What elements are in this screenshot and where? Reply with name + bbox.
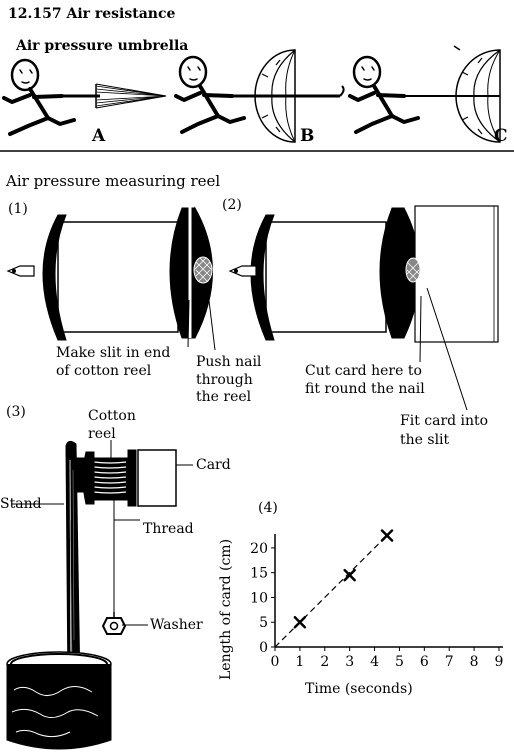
runner-figure-c — [348, 55, 420, 134]
step3-leaders — [12, 440, 193, 626]
label-cotton-line1: Cotton — [88, 408, 136, 424]
data-point-marker — [293, 615, 307, 629]
x-tick-label: 5 — [395, 654, 404, 670]
stand-apparatus — [6, 440, 112, 750]
panel-label-b: B — [300, 126, 315, 146]
y-tick-label: 10 — [250, 590, 268, 606]
x-tick-label: 3 — [345, 654, 354, 670]
label-slit-line2: of cotton reel — [56, 363, 152, 379]
x-tick-label: 7 — [445, 654, 454, 670]
step2-number: (2) — [222, 197, 242, 213]
label-fit-line1: Fit card into — [400, 413, 489, 429]
step3-number: (3) — [6, 404, 26, 420]
runner-figure-a — [2, 58, 76, 136]
trend-line — [274, 535, 388, 648]
panel-label-a: A — [92, 126, 106, 146]
step1-leaders — [187, 283, 216, 351]
chart-y-axis-label: Length of card (cm) — [218, 538, 234, 680]
label-fit-line2: the slit — [400, 432, 450, 448]
label-cut-line2: fit round the nail — [305, 381, 425, 397]
label-nail-line1: Push nail — [196, 354, 262, 370]
data-point-marker — [343, 568, 356, 582]
washer-icon — [101, 612, 127, 635]
x-tick-label: 1 — [295, 654, 304, 670]
y-tick-label: 5 — [259, 615, 268, 631]
chart-x-axis-label: Time (seconds) — [305, 681, 413, 697]
step2-leaders — [419, 287, 468, 411]
folded-umbrella — [60, 83, 167, 109]
open-umbrella-c — [404, 45, 501, 143]
page-title: 12.157 Air resistance — [8, 6, 176, 22]
label-nail-line2: through — [196, 372, 253, 388]
reel-section-title: Air pressure measuring reel — [6, 172, 221, 190]
x-tick-label: 2 — [320, 654, 329, 670]
open-umbrella-b — [232, 49, 345, 143]
reel-on-stand — [75, 449, 177, 507]
label-cotton-line2: reel — [88, 426, 116, 442]
x-tick-label: 6 — [420, 654, 429, 670]
y-tick-label: 0 — [259, 640, 268, 656]
x-tick-label: 9 — [495, 654, 504, 670]
x-tick-label: 0 — [271, 654, 280, 670]
step1-number: (1) — [8, 201, 28, 217]
y-tick-label: 20 — [250, 541, 268, 557]
runner-figure-b — [174, 55, 246, 134]
umbrella-section-title: Air pressure umbrella — [16, 38, 189, 54]
y-tick-label: 15 — [250, 566, 268, 582]
cotton-reel-step2 — [228, 205, 499, 343]
label-slit-line1: Make slit in end — [56, 345, 171, 361]
x-tick-label: 8 — [470, 654, 479, 670]
label-cut-line1: Cut card here to — [305, 363, 422, 379]
data-point-marker — [380, 529, 394, 542]
label-card: Card — [196, 457, 231, 473]
x-tick-label: 4 — [370, 654, 379, 670]
label-nail-line3: the reel — [196, 389, 252, 405]
label-thread: Thread — [143, 521, 194, 537]
cotton-reel-step1 — [6, 204, 213, 341]
chart-panel-label: (4) — [258, 500, 278, 516]
label-washer: Washer — [150, 617, 203, 633]
